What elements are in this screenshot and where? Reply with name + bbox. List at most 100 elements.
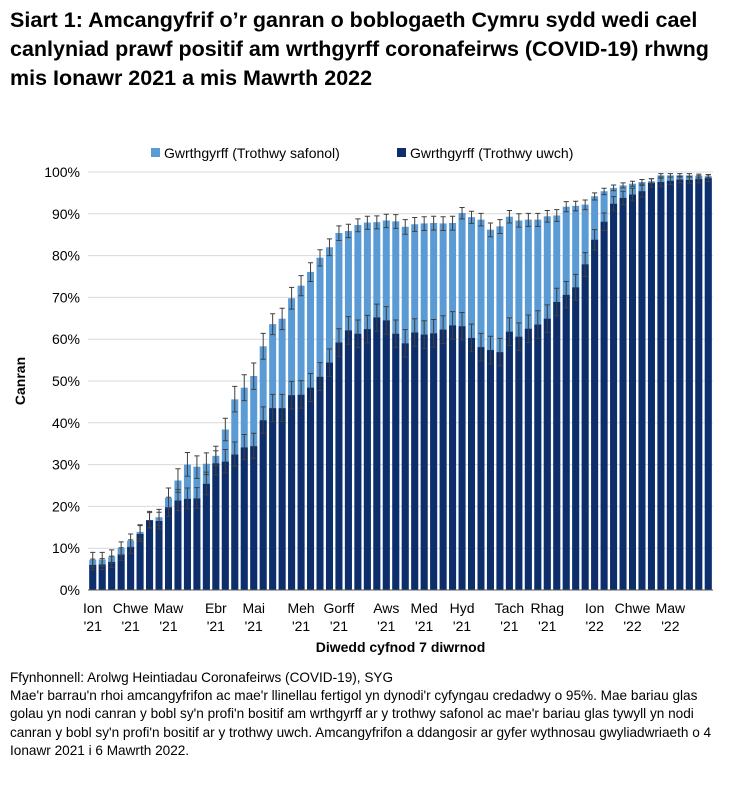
bar-higher-threshold xyxy=(657,182,665,591)
error-bar-higher xyxy=(696,175,702,184)
bar-higher-threshold xyxy=(193,498,201,590)
x-tick-year: '22 xyxy=(586,618,604,634)
bar-higher-threshold xyxy=(666,180,674,590)
chart-svg: 0% 10% 20% 30% 40% 50% 60% 70% 80% 90% 100% Ion '21 C… xyxy=(12,145,713,655)
bar-higher-threshold xyxy=(183,498,191,590)
error-bar-higher xyxy=(582,252,588,277)
bar-higher-threshold xyxy=(202,483,210,590)
bar-higher-threshold xyxy=(610,203,618,590)
error-bar-standard xyxy=(525,212,531,227)
error-bar-standard xyxy=(459,207,465,220)
error-bar-higher xyxy=(288,380,295,410)
x-tick-year: '21 xyxy=(500,618,518,634)
x-tick-year: '21 xyxy=(207,618,225,634)
error-bar-standard xyxy=(544,209,550,223)
bar-higher-threshold xyxy=(231,454,239,590)
error-bar-higher xyxy=(478,332,484,362)
x-tick-label: Tach xyxy=(495,600,525,616)
error-bar-standard xyxy=(232,385,238,413)
legend-swatch-higher xyxy=(397,148,406,157)
error-bar-higher xyxy=(412,318,418,347)
bar-higher-threshold xyxy=(146,520,154,590)
x-tick-year: '21 xyxy=(84,618,102,634)
error-bar-higher xyxy=(184,487,191,510)
bar-higher-threshold xyxy=(486,350,494,590)
bar-higher-threshold xyxy=(420,334,428,590)
error-bar-higher xyxy=(468,323,475,353)
bar-higher-threshold xyxy=(164,507,172,590)
y-tick-label: 0% xyxy=(60,582,80,598)
error-bar-standard xyxy=(629,180,636,187)
error-bar-standard xyxy=(516,213,522,228)
legend-swatch-standard xyxy=(151,148,160,157)
error-bar-higher xyxy=(109,555,115,568)
error-bar-higher xyxy=(506,317,513,346)
error-bar-higher xyxy=(128,539,134,554)
x-tick-year: '22 xyxy=(623,618,641,634)
error-bar-higher xyxy=(610,196,617,212)
legend-label-higher: Gwrthgyrff (Trothwy uwch) xyxy=(410,145,573,161)
error-bar-higher xyxy=(203,471,209,496)
error-bar-standard xyxy=(270,313,276,336)
bar-higher-threshold xyxy=(221,461,229,590)
error-bar-higher xyxy=(535,310,541,339)
x-tick-year: '21 xyxy=(330,618,348,634)
error-bar-standard xyxy=(535,212,541,227)
error-bar-standard xyxy=(563,201,569,213)
x-tick-label: Gorff xyxy=(324,600,355,616)
error-bar-standard xyxy=(260,332,266,360)
error-bar-higher xyxy=(677,175,683,184)
error-bar-standard xyxy=(326,238,333,257)
error-bar-higher xyxy=(563,281,569,309)
bar-higher-threshold xyxy=(543,318,551,590)
bar-higher-threshold xyxy=(468,337,476,590)
error-bar-higher xyxy=(298,380,304,409)
x-tick-label: Chwe xyxy=(615,600,651,616)
bar-higher-threshold xyxy=(562,294,570,590)
x-tick-label: Maw xyxy=(656,600,686,616)
error-bar-higher xyxy=(156,511,162,530)
error-bar-higher xyxy=(326,348,333,377)
error-bar-standard xyxy=(279,307,285,331)
x-tick-label: Maw xyxy=(154,600,184,616)
error-bar-standard xyxy=(582,199,588,211)
error-bar-higher xyxy=(554,287,560,317)
error-bar-higher xyxy=(364,314,370,344)
bar-higher-threshold xyxy=(382,320,390,590)
x-tick-label: Mai xyxy=(242,600,265,616)
y-tick-label: 30% xyxy=(52,457,80,473)
bar-higher-threshold xyxy=(240,447,248,590)
error-bar-higher xyxy=(449,311,456,340)
bar-higher-threshold xyxy=(401,343,409,590)
footer: Ffynhonnell: Arolwg Heintiadau Coronafei… xyxy=(10,669,726,760)
bar-higher-threshold xyxy=(619,197,627,590)
bar-higher-threshold xyxy=(373,317,381,590)
error-bar-higher xyxy=(459,311,465,341)
error-bar-higher xyxy=(90,558,96,571)
x-tick-label: Ebr xyxy=(205,600,227,616)
error-bar-higher xyxy=(175,489,181,512)
bar-higher-threshold xyxy=(89,564,97,590)
error-bar-standard xyxy=(194,455,200,479)
y-tick-label: 20% xyxy=(52,498,80,514)
error-bar-higher xyxy=(345,316,352,345)
bars xyxy=(89,175,712,591)
x-tick-year: '21 xyxy=(292,618,310,634)
bar-higher-threshold xyxy=(553,301,561,590)
bar-higher-threshold xyxy=(117,554,125,590)
error-bar-higher xyxy=(260,406,266,434)
error-bar-standard xyxy=(431,215,437,231)
error-bar-standard xyxy=(288,286,295,310)
error-bar-standard xyxy=(317,249,323,267)
x-tick-year: '21 xyxy=(538,618,556,634)
error-bar-higher xyxy=(165,496,172,517)
error-bar-higher xyxy=(374,303,380,332)
y-tick-label: 100% xyxy=(44,164,80,180)
error-bar-higher xyxy=(658,177,664,187)
source-note: Ffynhonnell: Arolwg Heintiadau Coronafei… xyxy=(10,670,394,685)
error-bar-standard xyxy=(554,209,560,222)
error-bar-higher xyxy=(705,174,711,183)
error-bar-higher xyxy=(194,487,200,509)
bar-higher-threshold xyxy=(430,333,438,590)
error-bar-standard xyxy=(307,262,314,283)
